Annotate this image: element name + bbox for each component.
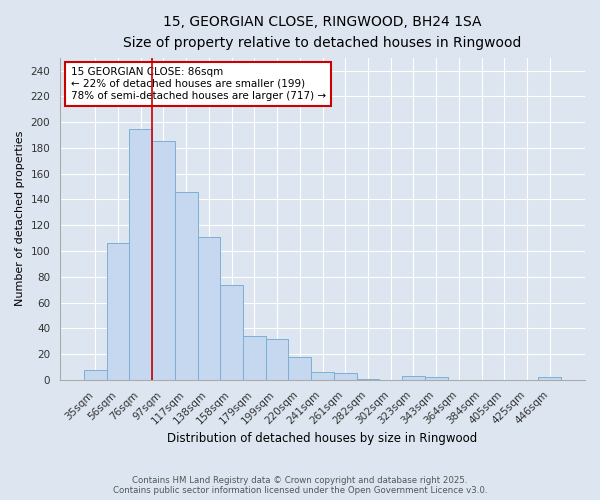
Title: 15, GEORGIAN CLOSE, RINGWOOD, BH24 1SA
Size of property relative to detached hou: 15, GEORGIAN CLOSE, RINGWOOD, BH24 1SA S… xyxy=(124,15,522,50)
Bar xyxy=(356,378,379,380)
Bar xyxy=(152,142,175,380)
Bar xyxy=(130,128,152,380)
Bar xyxy=(334,374,356,380)
Bar xyxy=(402,376,425,380)
Bar xyxy=(266,338,289,380)
Text: 15 GEORGIAN CLOSE: 86sqm
← 22% of detached houses are smaller (199)
78% of semi-: 15 GEORGIAN CLOSE: 86sqm ← 22% of detach… xyxy=(71,68,326,100)
Text: Contains HM Land Registry data © Crown copyright and database right 2025.
Contai: Contains HM Land Registry data © Crown c… xyxy=(113,476,487,495)
Bar xyxy=(220,284,243,380)
Y-axis label: Number of detached properties: Number of detached properties xyxy=(15,131,25,306)
Bar xyxy=(311,372,334,380)
Bar xyxy=(243,336,266,380)
Bar xyxy=(175,192,197,380)
Bar xyxy=(197,237,220,380)
Bar xyxy=(107,244,130,380)
Bar xyxy=(538,378,561,380)
Bar xyxy=(84,370,107,380)
Bar xyxy=(425,378,448,380)
X-axis label: Distribution of detached houses by size in Ringwood: Distribution of detached houses by size … xyxy=(167,432,478,445)
Bar xyxy=(289,356,311,380)
